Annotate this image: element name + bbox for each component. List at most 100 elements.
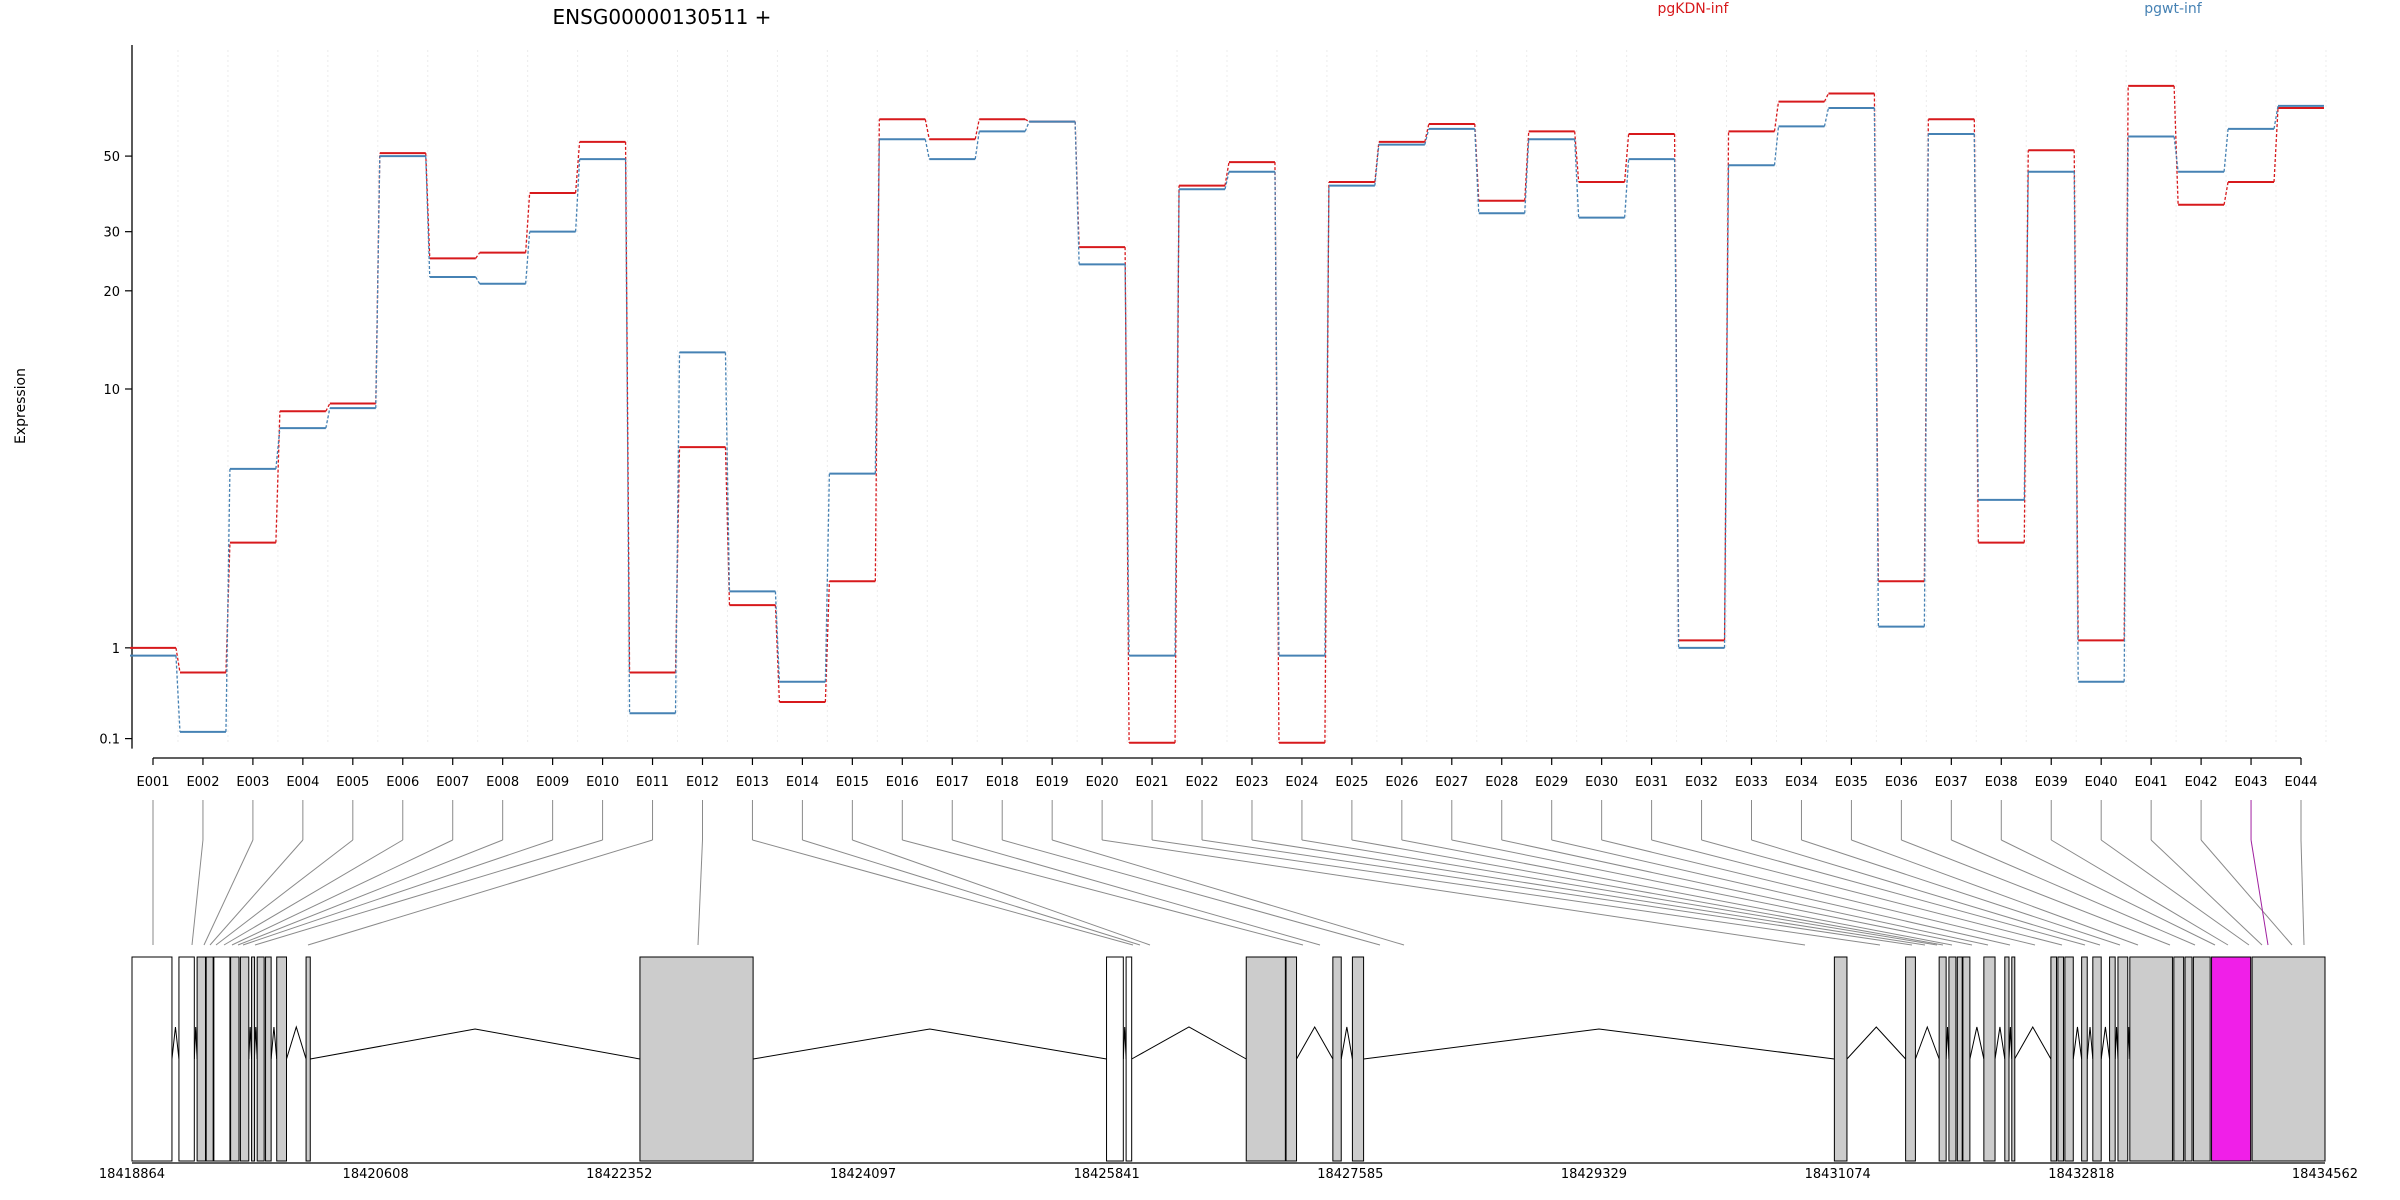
transition-line bbox=[2223, 181, 2229, 205]
x-tick-label: E008 bbox=[486, 775, 519, 790]
exon-box bbox=[2184, 956, 2193, 1162]
connector-line bbox=[852, 839, 1151, 946]
connector-line bbox=[1102, 839, 1806, 946]
connector-line bbox=[1351, 839, 1944, 946]
transition-line bbox=[924, 119, 930, 140]
transition-line bbox=[1024, 121, 1030, 132]
exon-box bbox=[230, 956, 240, 1162]
connector-line bbox=[802, 839, 1141, 946]
transition-line bbox=[1923, 133, 1929, 627]
transition-line bbox=[1623, 159, 1630, 218]
exon-box bbox=[2109, 956, 2116, 1162]
connector-line bbox=[191, 839, 204, 946]
x-tick-label: E032 bbox=[1685, 775, 1718, 790]
x-tick-label: E020 bbox=[1086, 775, 1119, 790]
gene-model bbox=[131, 956, 2326, 1162]
coordinate-label: 18429329 bbox=[1561, 1167, 1627, 1182]
x-tick-label: E019 bbox=[1036, 775, 1069, 790]
connector-line bbox=[215, 839, 354, 946]
exon-box bbox=[178, 956, 195, 1162]
exon-box bbox=[251, 956, 256, 1162]
transition-line bbox=[2173, 136, 2179, 172]
transition-line bbox=[1324, 185, 1330, 656]
x-tick-label: E003 bbox=[236, 775, 269, 790]
transition-line bbox=[425, 153, 431, 259]
connector-line bbox=[209, 839, 304, 946]
coordinate-label: 18424097 bbox=[830, 1167, 896, 1182]
x-tick-label: E026 bbox=[1385, 775, 1418, 790]
exon-box bbox=[239, 956, 250, 1162]
x-tick-label: E004 bbox=[286, 775, 319, 790]
transition-line bbox=[225, 468, 231, 732]
connector-line bbox=[254, 839, 603, 946]
y-tick-label: 50 bbox=[103, 150, 120, 165]
x-tick-label: E033 bbox=[1735, 775, 1768, 790]
x-tick-label: E001 bbox=[136, 775, 169, 790]
transition-line bbox=[1424, 123, 1430, 143]
coordinate-label: 18418864 bbox=[99, 1167, 165, 1182]
x-axis: E001 E002 E003 E004 E005 E006 E007 E008 E009 E010… bbox=[136, 757, 2318, 790]
transition-line bbox=[2123, 136, 2129, 682]
transition-line bbox=[924, 139, 930, 160]
intron-line bbox=[1363, 1028, 1835, 1060]
connector-line bbox=[1301, 839, 1938, 946]
exon-box bbox=[1351, 956, 1365, 1162]
exon-box bbox=[2117, 956, 2129, 1162]
transition-line bbox=[1823, 107, 1830, 127]
transition-line bbox=[1174, 189, 1180, 656]
x-tick-label: E021 bbox=[1136, 775, 1169, 790]
exon-box bbox=[2092, 956, 2102, 1162]
coordinate-label: 18425841 bbox=[1074, 1167, 1140, 1182]
connector-line bbox=[1501, 839, 1989, 946]
connector-line bbox=[1251, 839, 1926, 946]
connector-line bbox=[2100, 839, 2250, 946]
genomic-coordinate-axis: 18418864 18420608 18422352 18424097 18425841… bbox=[99, 1162, 2358, 1182]
connector-line bbox=[1801, 839, 2121, 946]
x-tick-label: E036 bbox=[1885, 775, 1918, 790]
exon-box bbox=[1948, 956, 1957, 1162]
transition-line bbox=[225, 542, 231, 673]
x-tick-label: E030 bbox=[1585, 775, 1618, 790]
coordinate-label: 18420608 bbox=[343, 1167, 409, 1182]
intron-line bbox=[1994, 1026, 2006, 1060]
coordinate-label: 18427585 bbox=[1317, 1167, 1383, 1182]
transition-line bbox=[1973, 133, 1979, 500]
chart-title: ENSG00000130511 + bbox=[553, 5, 772, 29]
transition-line bbox=[1224, 171, 1230, 190]
y-tick-label: 10 bbox=[103, 383, 120, 398]
transition-line bbox=[475, 252, 481, 259]
transition-line bbox=[275, 428, 281, 469]
exon-box bbox=[196, 956, 206, 1162]
connector-line bbox=[242, 839, 553, 946]
exon-box bbox=[639, 956, 754, 1162]
exon-box bbox=[1285, 956, 1298, 1162]
x-tick-label: E007 bbox=[436, 775, 469, 790]
transition-line bbox=[974, 119, 980, 140]
x-tick-label: E035 bbox=[1835, 775, 1868, 790]
transition-line bbox=[1524, 139, 1530, 214]
x-tick-label: E009 bbox=[536, 775, 569, 790]
transition-line bbox=[574, 141, 581, 194]
y-tick-label: 20 bbox=[103, 285, 120, 300]
connector-line bbox=[2200, 839, 2293, 946]
exon-box bbox=[305, 956, 311, 1162]
intron-line bbox=[2086, 1026, 2094, 1060]
transition-line bbox=[1024, 118, 1030, 123]
legend-pgkdn-inf: pgKDN-inf bbox=[1658, 1, 1730, 17]
exon-box bbox=[2251, 956, 2326, 1162]
transition-line bbox=[1474, 128, 1480, 214]
intron-line bbox=[171, 1026, 180, 1060]
x-tick-label: E014 bbox=[786, 775, 819, 790]
connector-line bbox=[2150, 839, 2263, 946]
x-tick-label: E034 bbox=[1785, 775, 1818, 790]
x-tick-label: E027 bbox=[1435, 775, 1468, 790]
exon-box bbox=[2011, 956, 2016, 1162]
y-tick-label: 30 bbox=[103, 226, 120, 241]
y-axis: 0.1 1 10 20 30 50 bbox=[99, 45, 133, 749]
transition-line bbox=[275, 411, 281, 543]
series-layer bbox=[130, 84, 2324, 744]
intron-line bbox=[1846, 1026, 1906, 1060]
transition-line bbox=[824, 581, 831, 703]
transition-line bbox=[2223, 128, 2229, 172]
